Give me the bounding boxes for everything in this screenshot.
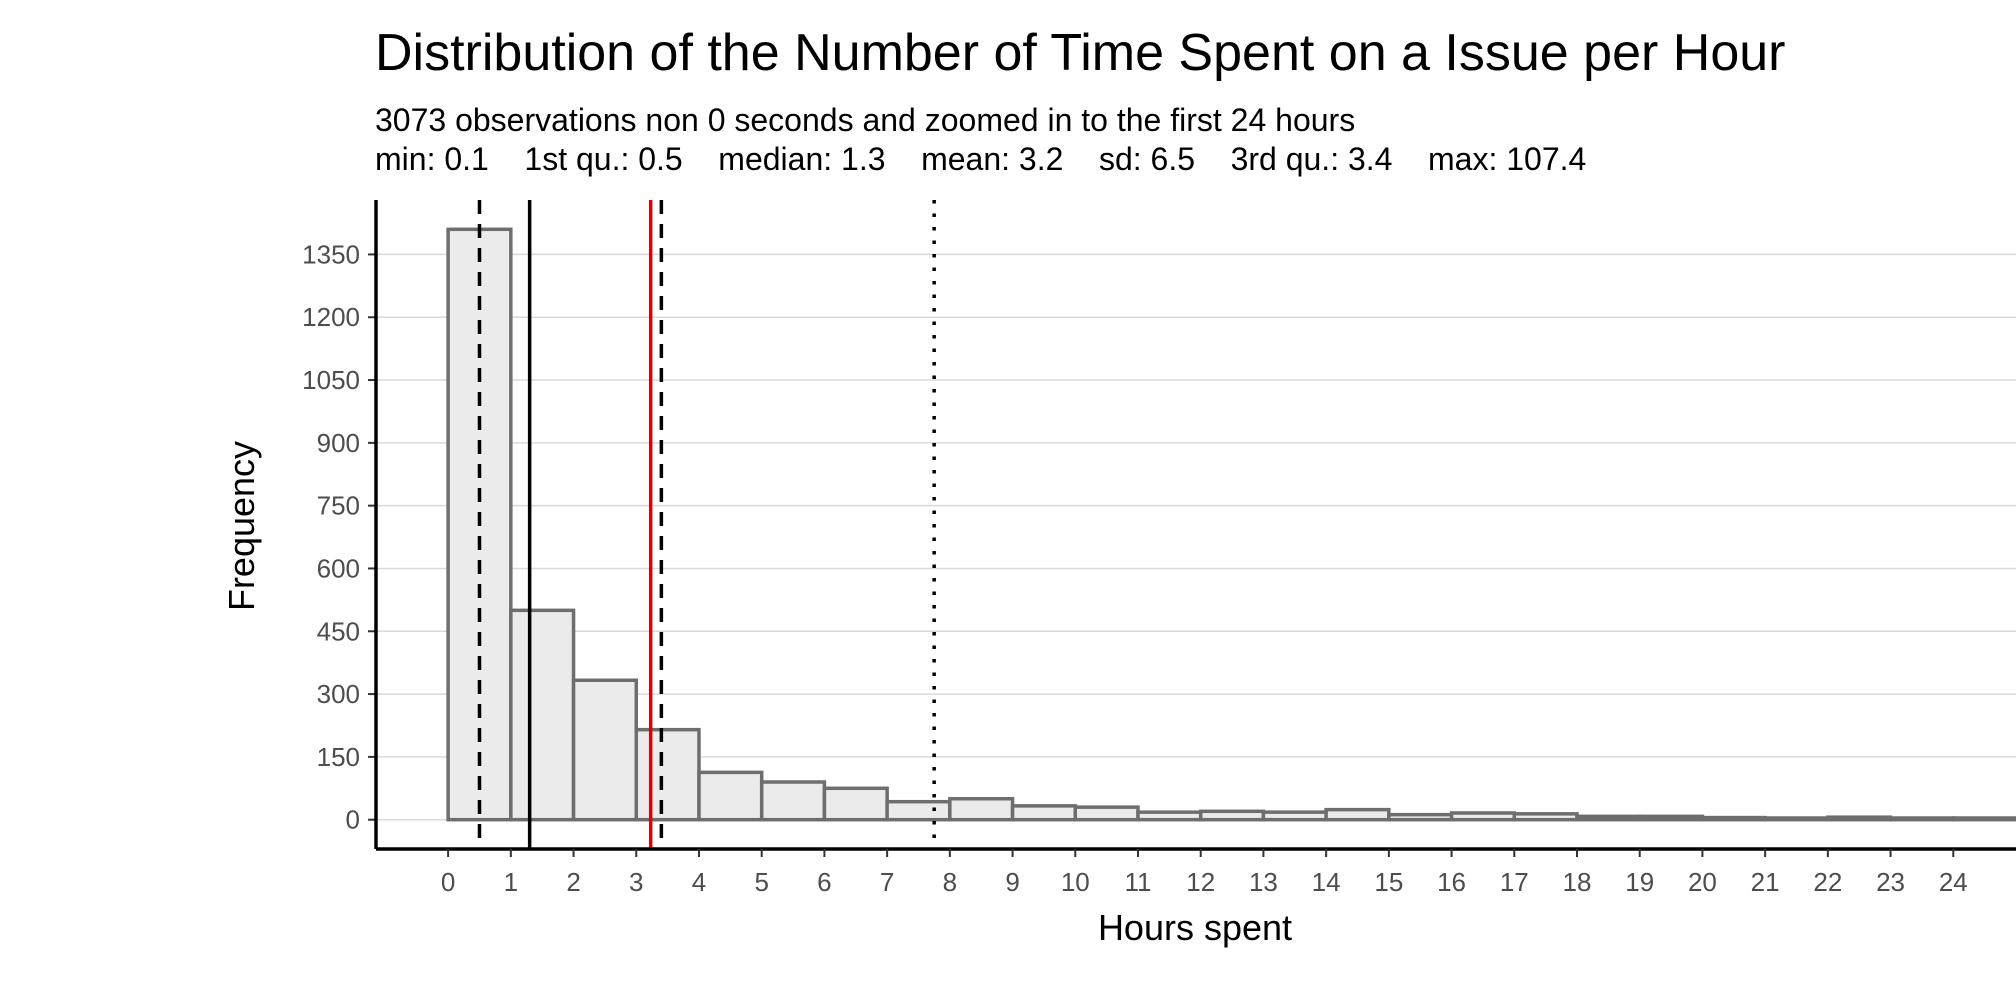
histogram-bar (1700, 815, 1767, 822)
histogram-bar (1073, 805, 1140, 822)
histogram-bar (1951, 816, 2016, 822)
x-tick-label: 0 (441, 867, 455, 897)
x-tick-label: 2 (566, 867, 580, 897)
x-tick-label: 4 (692, 867, 706, 897)
histogram-bar (697, 770, 764, 822)
x-tick-label: 14 (1312, 867, 1341, 897)
x-tick-label: 10 (1061, 867, 1090, 897)
x-tick-label: 13 (1249, 867, 1278, 897)
histogram-bar (1136, 810, 1203, 822)
histogram-bar (822, 786, 889, 822)
y-tick-label: 150 (317, 742, 360, 772)
histogram-bar (1449, 811, 1517, 822)
x-tick-label: 8 (943, 867, 957, 897)
x-tick-label: 9 (1005, 867, 1019, 897)
x-tick-label: 11 (1124, 867, 1151, 897)
y-tick-label: 0 (346, 805, 360, 835)
y-tick-label: 750 (317, 491, 360, 521)
x-tick-label: 15 (1374, 867, 1403, 897)
x-tick-label: 20 (1688, 867, 1717, 897)
histogram-bar (1387, 812, 1454, 822)
x-tick-label: 12 (1186, 867, 1215, 897)
histogram-bar (1763, 816, 1830, 822)
x-tick-label: 3 (629, 867, 643, 897)
histogram-bar (759, 780, 827, 822)
histogram-bar (1261, 810, 1328, 822)
histogram-bar (1010, 804, 1078, 822)
x-tick-label: 22 (1813, 867, 1842, 897)
y-tick-label: 600 (317, 553, 360, 583)
x-tick-label: 6 (817, 867, 831, 897)
histogram-bar (1888, 816, 1956, 822)
y-tick-label: 300 (317, 679, 360, 709)
histogram-bar (509, 608, 576, 822)
x-tick-label: 18 (1563, 867, 1592, 897)
x-tick-label: 23 (1876, 867, 1905, 897)
reference-lines (477, 200, 936, 849)
y-tick-label: 900 (317, 428, 360, 458)
y-tick-label: 1350 (302, 239, 360, 269)
chart-subtitle-line-2: min: 0.1 1st qu.: 0.5 median: 1.3 mean: … (375, 141, 1586, 177)
histogram-bar (634, 727, 701, 822)
y-axis-title: Frequency (221, 441, 262, 611)
x-tick-label: 5 (754, 867, 768, 897)
histogram-bar (1826, 815, 1893, 822)
chart-title: Distribution of the Number of Time Spent… (375, 24, 1785, 82)
histogram-bar (1324, 807, 1391, 822)
x-tick-label: 17 (1500, 867, 1529, 897)
y-tick-label: 450 (317, 616, 360, 646)
histogram-bar (1512, 812, 1579, 822)
histogram-bar (1198, 809, 1266, 822)
histogram-bar (948, 797, 1015, 822)
x-axis-title: Hours spent (1098, 907, 1292, 948)
histogram-bar (1575, 814, 1642, 822)
x-tick-label: 16 (1437, 867, 1466, 897)
x-tick-label: 19 (1625, 867, 1654, 897)
x-tick-label: 21 (1751, 867, 1780, 897)
chart-subtitle-line-1: 3073 observations non 0 seconds and zoom… (375, 102, 1355, 138)
histogram-bar (1637, 814, 1705, 822)
histogram-bar (571, 678, 639, 822)
x-tick-label: 24 (1939, 867, 1968, 897)
histogram-bar (885, 799, 952, 822)
x-tick-label: 1 (504, 867, 518, 897)
x-tick-label: 7 (880, 867, 894, 897)
y-tick-label: 1200 (302, 302, 360, 332)
y-tick-label: 1050 (302, 365, 360, 395)
